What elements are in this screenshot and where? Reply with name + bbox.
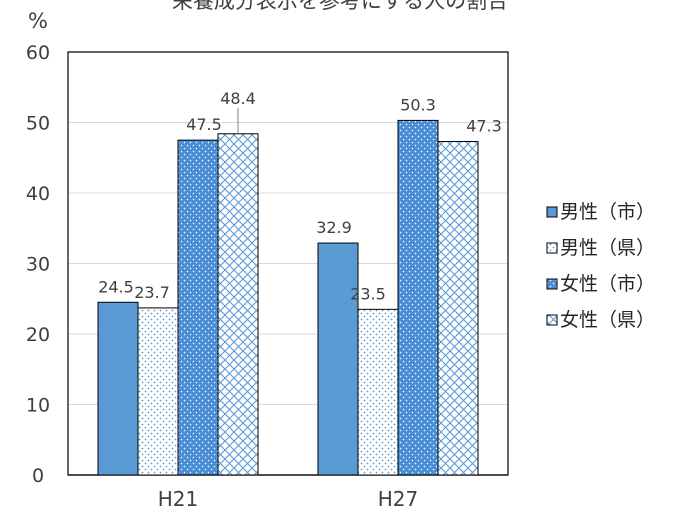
x-tick-label: H21 [158,487,199,511]
bar-1-h21 [97,301,139,476]
chart-title: 栄養成分表示を参考にする人の割合 [172,0,508,13]
bars [97,119,479,476]
data-label: 50.3 [400,95,436,114]
legend-swatch [546,278,558,290]
data-label: 32.9 [316,218,352,237]
x-tick-label: H27 [378,487,419,511]
data-label: 23.7 [134,283,170,302]
bar-2-h21 [137,307,179,476]
bar-1-h27 [317,242,359,476]
y-tick-label: 20 [26,324,50,346]
data-label: 23.5 [350,284,386,303]
legend-swatch [546,242,558,254]
legend-swatch [546,314,558,326]
legend-label: 女性（市） [560,273,655,295]
bar-3-h21 [177,139,219,476]
data-labels: 24.5 23.7 47.5 48.4 32.9 23.5 50.3 47.3 [98,89,502,304]
data-label: 47.5 [186,115,222,134]
data-label: 48.4 [220,89,256,108]
data-label: 24.5 [98,277,134,296]
y-tick-label: 0 [32,465,44,487]
legend-label: 女性（県） [560,309,655,331]
y-tick-label: 50 [26,113,50,135]
bar-4-h21 [217,133,259,476]
legend-swatch [546,206,558,218]
y-tick-label: 40 [26,183,50,205]
bar-3-h27 [397,119,439,476]
legend: 男性（市） 男性（県） 女性（市） 女性（県） [546,201,655,331]
y-tick-label: 10 [26,395,50,417]
data-label: 47.3 [466,117,502,136]
bar-2-h27 [357,308,399,476]
bar-4-h27 [437,141,479,476]
y-tick-label: 60 [26,42,50,64]
x-axis-ticks: H21 H27 [158,487,419,511]
plot-area-border [67,51,509,476]
legend-label: 男性（市） [560,201,655,223]
legend-label: 男性（県） [560,237,655,259]
y-axis-ticks: 0 10 20 30 40 50 60 [26,42,50,487]
y-tick-label: 30 [26,254,50,276]
y-axis-unit: % [28,9,48,33]
